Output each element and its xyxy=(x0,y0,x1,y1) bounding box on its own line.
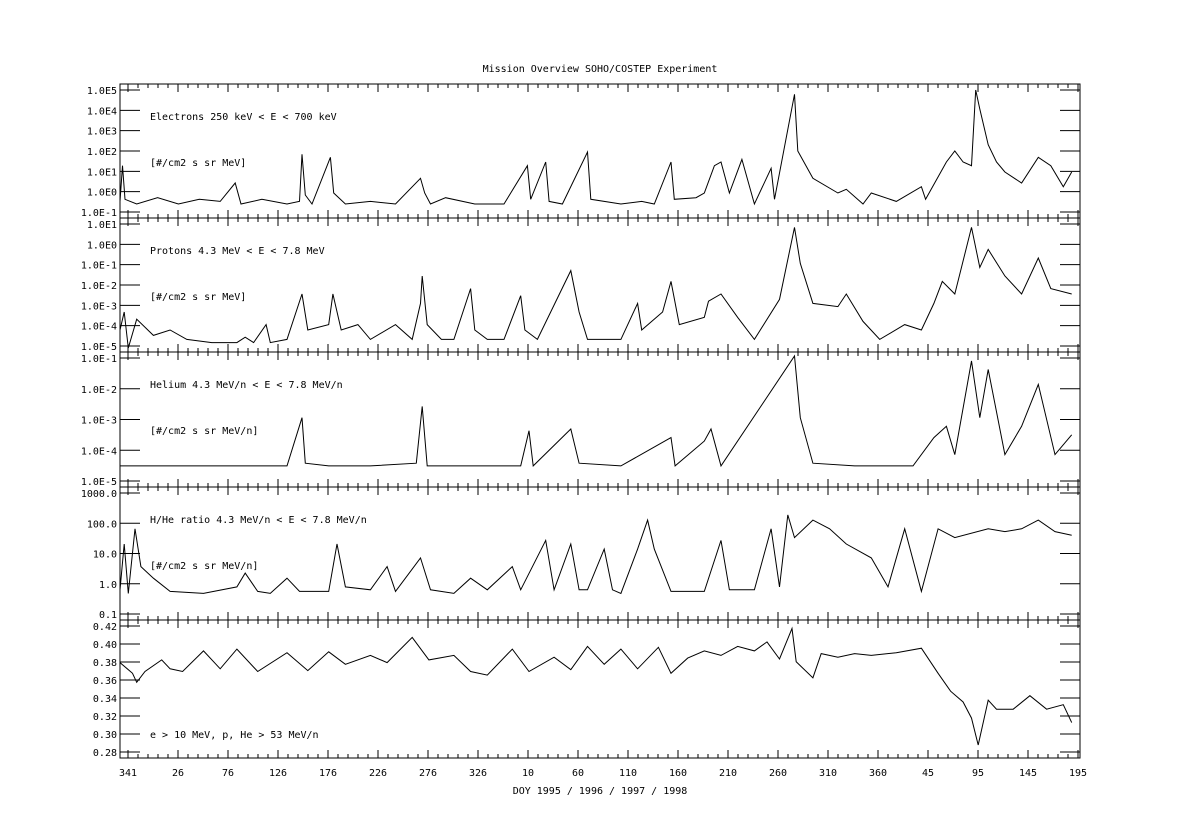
y-tick-label: 0.32 xyxy=(93,712,117,723)
panel-label: e > 10 MeV, p, He > 53 MeV/n xyxy=(150,730,319,741)
y-tick-label: 0.38 xyxy=(93,658,117,669)
panel-units: [#/cm2 s sr MeV] xyxy=(150,158,246,169)
y-tick-label: 0.28 xyxy=(93,748,117,759)
y-tick-label: 1.0E-2 xyxy=(81,385,117,396)
panel-label: Electrons 250 keV < E < 700 keV xyxy=(150,112,337,123)
y-tick-label: 0.34 xyxy=(93,694,117,705)
series-line-protons xyxy=(119,227,1072,349)
series-line-electrons xyxy=(119,89,1073,206)
y-tick-label: 1.0E-1 xyxy=(81,354,117,365)
x-tick-label: 10 xyxy=(522,768,534,779)
y-tick-label: 1.0E-5 xyxy=(81,342,117,353)
panel-label: Protons 4.3 MeV < E < 7.8 MeV xyxy=(150,246,325,257)
y-tick-label: 1.0E1 xyxy=(87,220,117,231)
x-tick-label: 95 xyxy=(972,768,984,779)
x-tick-label: 260 xyxy=(769,768,787,779)
y-tick-label: 1.0E-1 xyxy=(81,261,117,272)
y-tick-label: 1.0E-3 xyxy=(81,416,117,427)
x-tick-label: 145 xyxy=(1019,768,1037,779)
y-tick-label: 1.0E-4 xyxy=(81,446,117,457)
x-tick-label: 226 xyxy=(369,768,387,779)
panel-label: Helium 4.3 MeV/n < E < 7.8 MeV/n xyxy=(150,380,343,391)
chart-title: Mission Overview SOHO/COSTEP Experiment xyxy=(482,64,718,75)
x-tick-label: 276 xyxy=(419,768,437,779)
x-tick-label: 76 xyxy=(222,768,234,779)
y-tick-label: 1.0E4 xyxy=(87,106,117,117)
panel-protons: 1.0E1 1.0E0 1.0E-1 1.0E-2 1.0E-3 1.0E-4 1.0E-5… xyxy=(81,217,1081,353)
y-tick-label: 1.0E-1 xyxy=(81,208,117,219)
x-tick-label: 176 xyxy=(319,768,337,779)
series-line-helium xyxy=(120,354,1073,468)
y-tick-label: 1.0E0 xyxy=(87,240,117,251)
x-tick-label: 195 xyxy=(1069,768,1087,779)
panel-units: [#/cm2 s sr MeV/n] xyxy=(150,561,258,572)
panel-h_he_ratio: 1000.0 100.0 10.0 1.0 0.1 H/He ratio 4.3 MeV/… xyxy=(81,486,1081,621)
x-tick-label: 310 xyxy=(819,768,837,779)
panel-units: [#/cm2 s sr MeV/n] xyxy=(150,426,258,437)
y-tick-label: 1.0E1 xyxy=(87,167,117,178)
panel-helium: 1.0E-1 1.0E-2 1.0E-3 1.0E-4 1.0E-5 Helium 4.3… xyxy=(81,351,1081,488)
series-line-high_energy xyxy=(119,626,1073,746)
y-tick-label: 0.42 xyxy=(93,622,117,633)
y-tick-label: 1.0E3 xyxy=(87,127,117,138)
x-tick-label: 210 xyxy=(719,768,737,779)
x-tick-label: 26 xyxy=(172,768,184,779)
x-axis-label: DOY 1995 / 1996 / 1997 / 1998 xyxy=(512,786,688,797)
x-tick-label: 110 xyxy=(619,768,637,779)
x-tick-label: 60 xyxy=(572,768,584,779)
x-tick-label: 160 xyxy=(669,768,687,779)
y-tick-label: 1000.0 xyxy=(81,489,117,500)
y-tick-label: 0.36 xyxy=(93,676,117,687)
y-tick-label: 1.0E-3 xyxy=(81,301,117,312)
series-line-h_he_ratio xyxy=(119,514,1072,595)
x-tick-label: 126 xyxy=(269,768,287,779)
y-tick-label: 1.0E-2 xyxy=(81,281,117,292)
x-tick-label: 45 xyxy=(922,768,934,779)
y-tick-label: 0.1 xyxy=(99,610,117,621)
panel-electrons: 1.0E5 1.0E4 1.0E3 1.0E2 1.0E1 1.0E0 1.0E-1 Elec… xyxy=(81,83,1081,219)
panel-high_energy: 0.42 0.40 0.38 0.36 0.34 0.32 0.30 0.28 e > 10 M… xyxy=(93,619,1081,759)
x-tick-label: 341 xyxy=(119,768,137,779)
panel-units: [#/cm2 s sr MeV] xyxy=(150,292,246,303)
y-tick-label: 1.0E0 xyxy=(87,188,117,199)
y-tick-label: 100.0 xyxy=(87,519,117,530)
y-tick-label: 1.0E-4 xyxy=(81,322,117,333)
y-tick-label: 1.0 xyxy=(99,580,117,591)
x-tick-label: 326 xyxy=(469,768,487,779)
y-tick-label: 1.0E5 xyxy=(87,86,117,97)
y-tick-label: 0.30 xyxy=(93,730,117,741)
y-tick-label: 1.0E2 xyxy=(87,147,117,158)
y-tick-label: 0.40 xyxy=(93,640,117,651)
y-tick-label: 1.0E-5 xyxy=(81,477,117,488)
panel-label: H/He ratio 4.3 MeV/n < E < 7.8 MeV/n xyxy=(150,515,367,526)
y-tick-label: 10.0 xyxy=(93,550,117,561)
x-tick-label: 360 xyxy=(869,768,887,779)
